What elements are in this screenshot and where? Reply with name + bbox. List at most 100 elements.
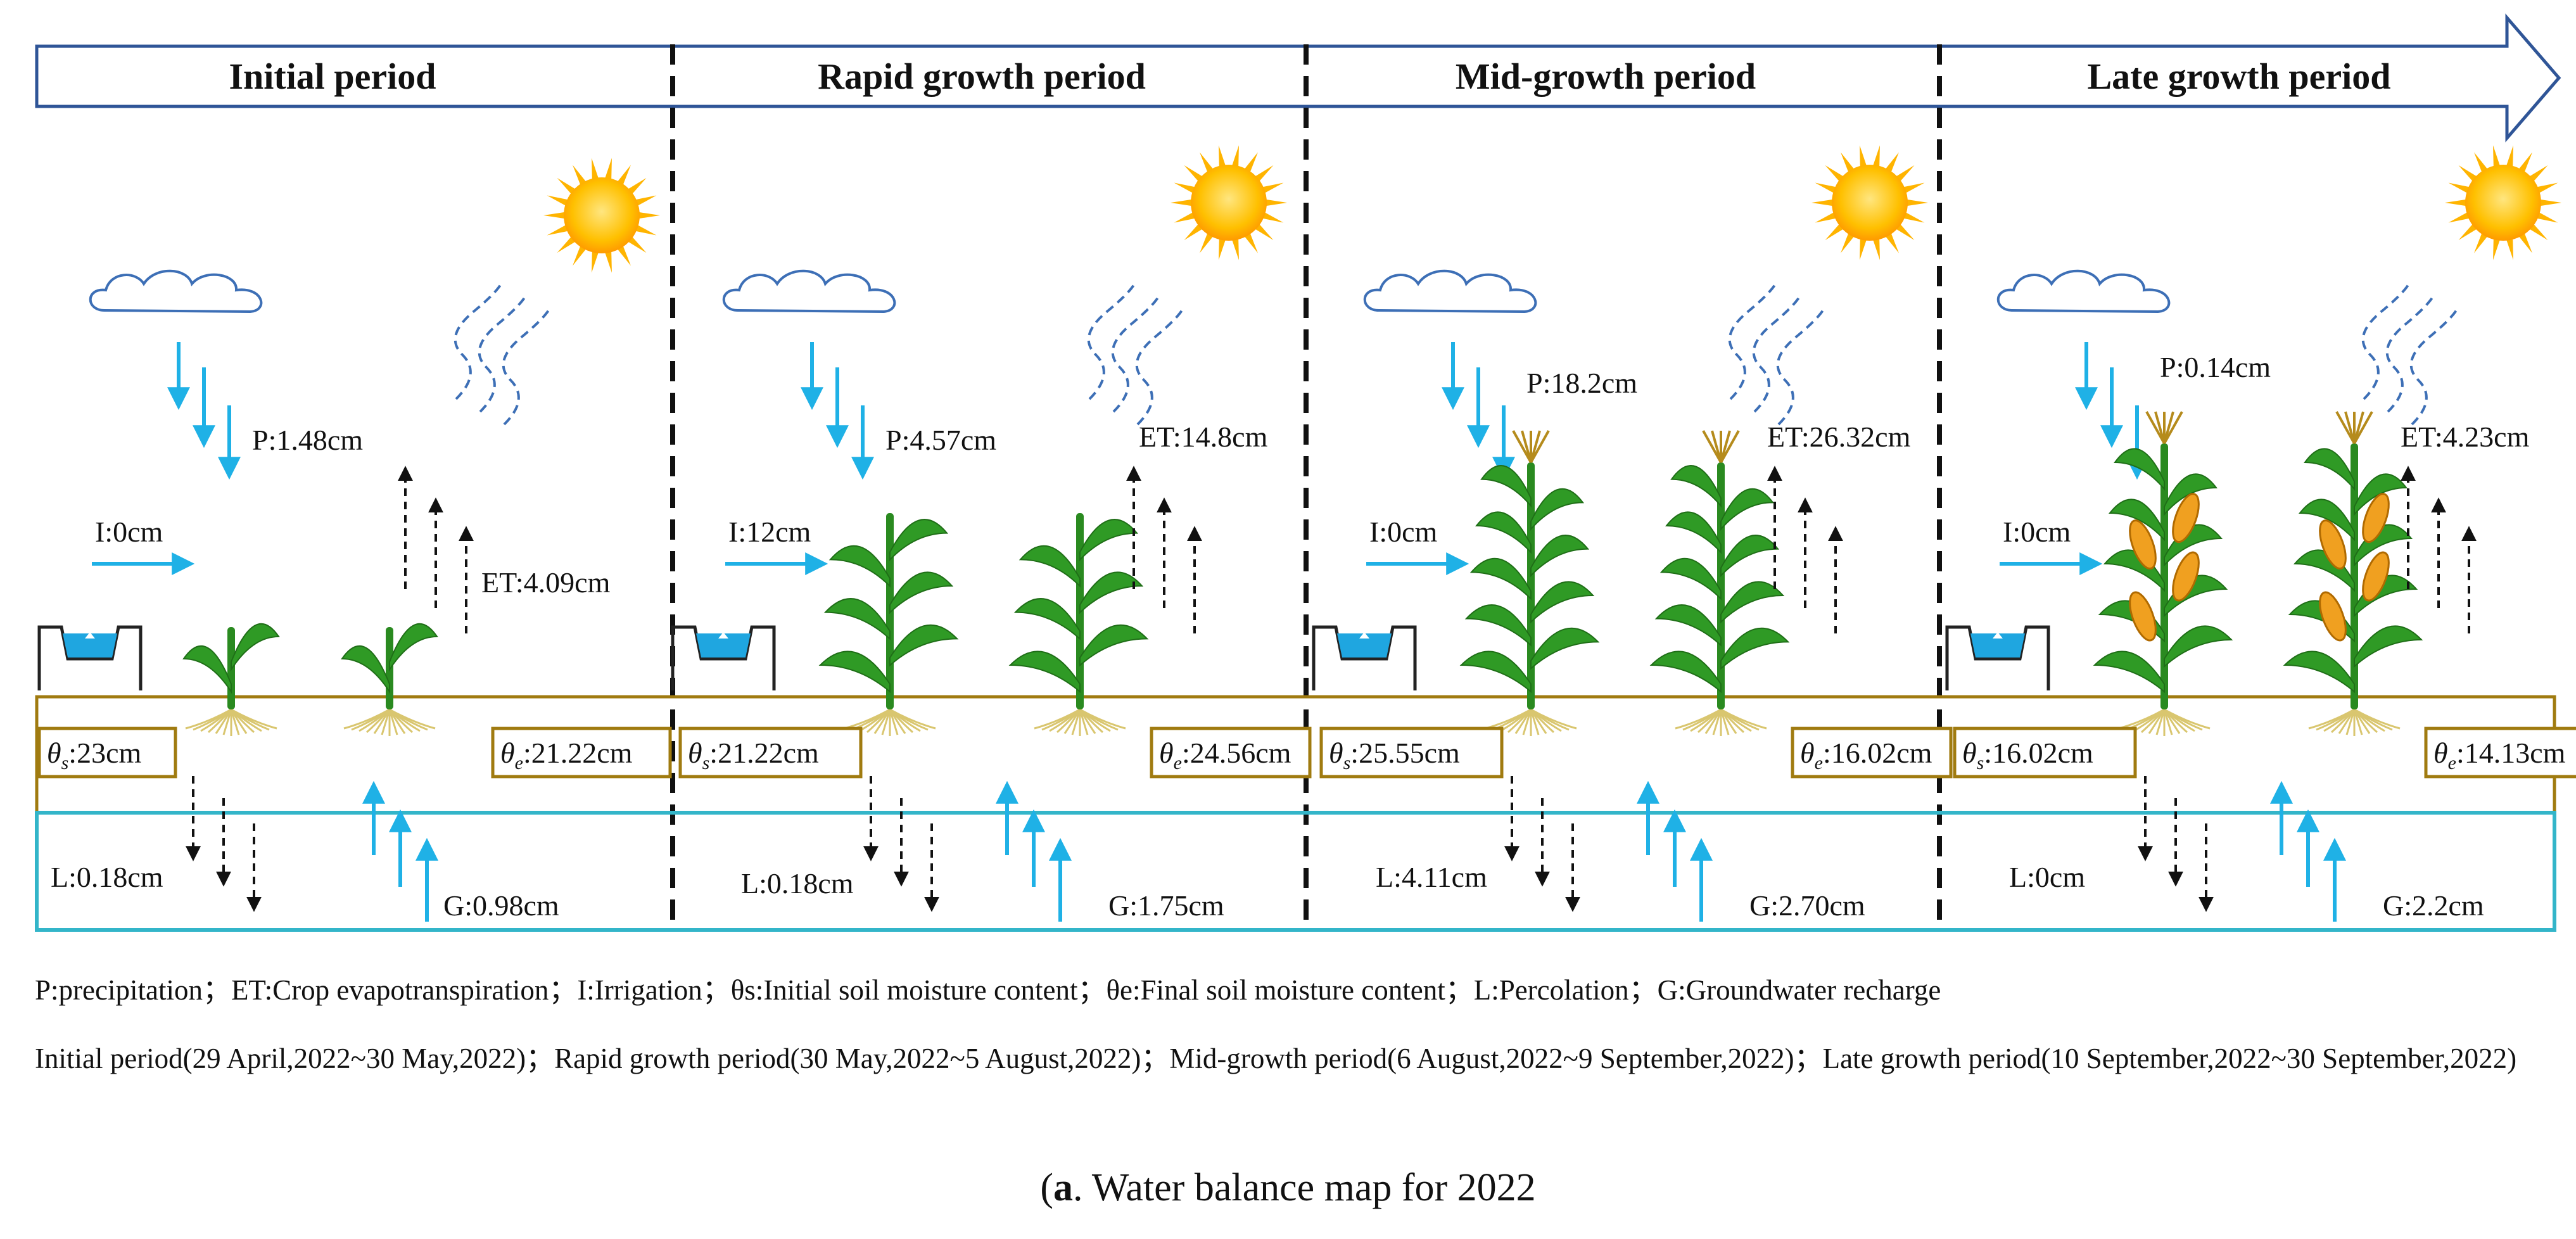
groundwater-label: G:2.70cm <box>1749 889 1865 922</box>
svg-text:θs:23cm: θs:23cm <box>47 737 141 773</box>
percolation-arrows <box>1504 776 1580 912</box>
plant-roots <box>2308 708 2401 736</box>
cloud-icon <box>1996 269 2171 314</box>
sun-icon <box>543 158 660 273</box>
theta-subscript: s <box>1343 753 1351 773</box>
theta-value: :14.13cm <box>2456 737 2566 769</box>
groundwater-arrows <box>1637 780 1713 922</box>
figure-caption: (a. Water balance map for 2022 <box>1040 1166 1536 1209</box>
groundwater-arrows <box>996 780 1072 922</box>
irrigation-ditch-icon <box>37 625 143 690</box>
theta-value: :25.55cm <box>1350 737 1460 769</box>
theta-final-box: θe:24.56cm <box>1150 727 1312 778</box>
maize-plant-icon <box>1008 513 1149 736</box>
svg-text:θs:16.02cm: θs:16.02cm <box>1962 737 2093 773</box>
cloud-icon <box>89 269 263 314</box>
caption-label: a <box>1053 1166 1073 1209</box>
maize-plant-icon <box>2093 411 2233 736</box>
irrigation-label: I:0cm <box>1369 516 1438 548</box>
period-dates-note: Initial period(29 April,2022~30 May,2022… <box>35 1043 2517 1074</box>
groundwater-label: G:1.75cm <box>1108 889 1224 922</box>
caption-text: . Water balance map for 2022 <box>1072 1166 1536 1209</box>
precipitation-label: P:1.48cm <box>252 424 363 456</box>
irrigation-label: I:12cm <box>728 516 811 548</box>
precipitation-label: P:18.2cm <box>1526 367 1637 399</box>
theta-symbol: θ <box>47 737 61 769</box>
theta-value: :16.02cm <box>1984 737 2093 769</box>
svg-text:θe:24.56cm: θe:24.56cm <box>1159 737 1291 773</box>
percolation-label: L:0.18cm <box>741 867 854 899</box>
svg-text:θe:16.02cm: θe:16.02cm <box>1800 737 1932 773</box>
maize-plant-icon <box>818 513 959 736</box>
sun-icon <box>1171 145 1287 260</box>
percolation-arrows <box>186 776 262 912</box>
theta-symbol: θ <box>1159 737 1174 769</box>
svg-text:θs:25.55cm: θs:25.55cm <box>1329 737 1460 773</box>
plant-roots <box>343 708 436 736</box>
precipitation-label: P:4.57cm <box>885 424 996 456</box>
et-label: ET:4.23cm <box>2401 421 2530 453</box>
theta-subscript: s <box>702 753 710 773</box>
cloud-icon <box>722 269 896 314</box>
maize-plant-icon <box>341 623 438 736</box>
legend-block: P:precipitation；ET:Crop evapotranspirati… <box>35 969 2556 1079</box>
theta-subscript: s <box>61 753 69 773</box>
theta-initial-box: θs:23cm <box>37 727 177 778</box>
theta-subscript: e <box>1174 753 1182 773</box>
percolation-arrows <box>863 776 939 912</box>
groundwater-arrows <box>2270 780 2346 922</box>
maize-plant-icon <box>182 623 280 736</box>
percolation-label: L:0cm <box>2009 861 2085 893</box>
theta-symbol: θ <box>500 737 515 769</box>
evapotranspiration-arrows <box>1767 466 1843 633</box>
theta-subscript: e <box>1815 753 1823 773</box>
theta-value: :21.22cm <box>523 737 633 769</box>
plant-roots <box>1675 708 1767 736</box>
groundwater-arrows <box>362 780 438 922</box>
precipitation-arrows <box>801 342 874 480</box>
period-title-2: Rapid growth period <box>818 56 1146 97</box>
legend-line: P:precipitation；ET:Crop evapotranspirati… <box>35 974 1941 1006</box>
irrigation-label: I:0cm <box>95 516 163 548</box>
period-dividers <box>670 44 1942 931</box>
svg-text:θs:21.22cm: θs:21.22cm <box>688 737 819 773</box>
precipitation-label: P:0.14cm <box>2160 351 2271 383</box>
plant-roots <box>185 708 277 736</box>
et-label: ET:4.09cm <box>481 566 611 599</box>
plant-roots <box>1034 708 1126 736</box>
svg-text:θe:21.22cm: θe:21.22cm <box>500 737 633 773</box>
theta-symbol: θ <box>1962 737 1977 769</box>
heat-wave-lines <box>454 284 550 426</box>
theta-symbol: θ <box>2433 737 2448 769</box>
precipitation-arrows <box>1442 342 1515 480</box>
et-label: ET:26.32cm <box>1767 421 1911 453</box>
period-titles: Initial period Rapid growth period Mid-gro… <box>229 56 2390 97</box>
irrigation-label: I:0cm <box>2003 516 2071 548</box>
sun-icon <box>2445 145 2561 260</box>
percolation-label: L:0.18cm <box>51 861 163 893</box>
sun-icon <box>1811 145 1928 260</box>
theta-subscript: e <box>2448 753 2456 773</box>
percolation-arrows <box>2138 776 2214 912</box>
theta-symbol: θ <box>1329 737 1343 769</box>
groundwater-layer <box>35 811 2556 932</box>
theta-value: :21.22cm <box>709 737 819 769</box>
theta-final-box: θe:16.02cm <box>1791 727 1953 778</box>
irrigation-ditch-icon <box>1312 625 1417 690</box>
theta-initial-box: θs:16.02cm <box>1953 727 2137 778</box>
svg-text:θe:14.13cm: θe:14.13cm <box>2433 737 2566 773</box>
heat-wave-lines <box>1728 284 1824 426</box>
groundwater-label: G:0.98cm <box>443 889 559 922</box>
maize-plant-icon <box>1459 430 1600 736</box>
period-title-4: Late growth period <box>2087 56 2390 97</box>
theta-subscript: e <box>515 753 523 773</box>
theta-symbol: θ <box>1800 737 1815 769</box>
precipitation-arrows <box>167 342 241 480</box>
theta-value: :23cm <box>68 737 141 769</box>
maize-plant-icon <box>1649 430 1790 736</box>
theta-initial-box: θs:21.22cm <box>678 727 863 778</box>
